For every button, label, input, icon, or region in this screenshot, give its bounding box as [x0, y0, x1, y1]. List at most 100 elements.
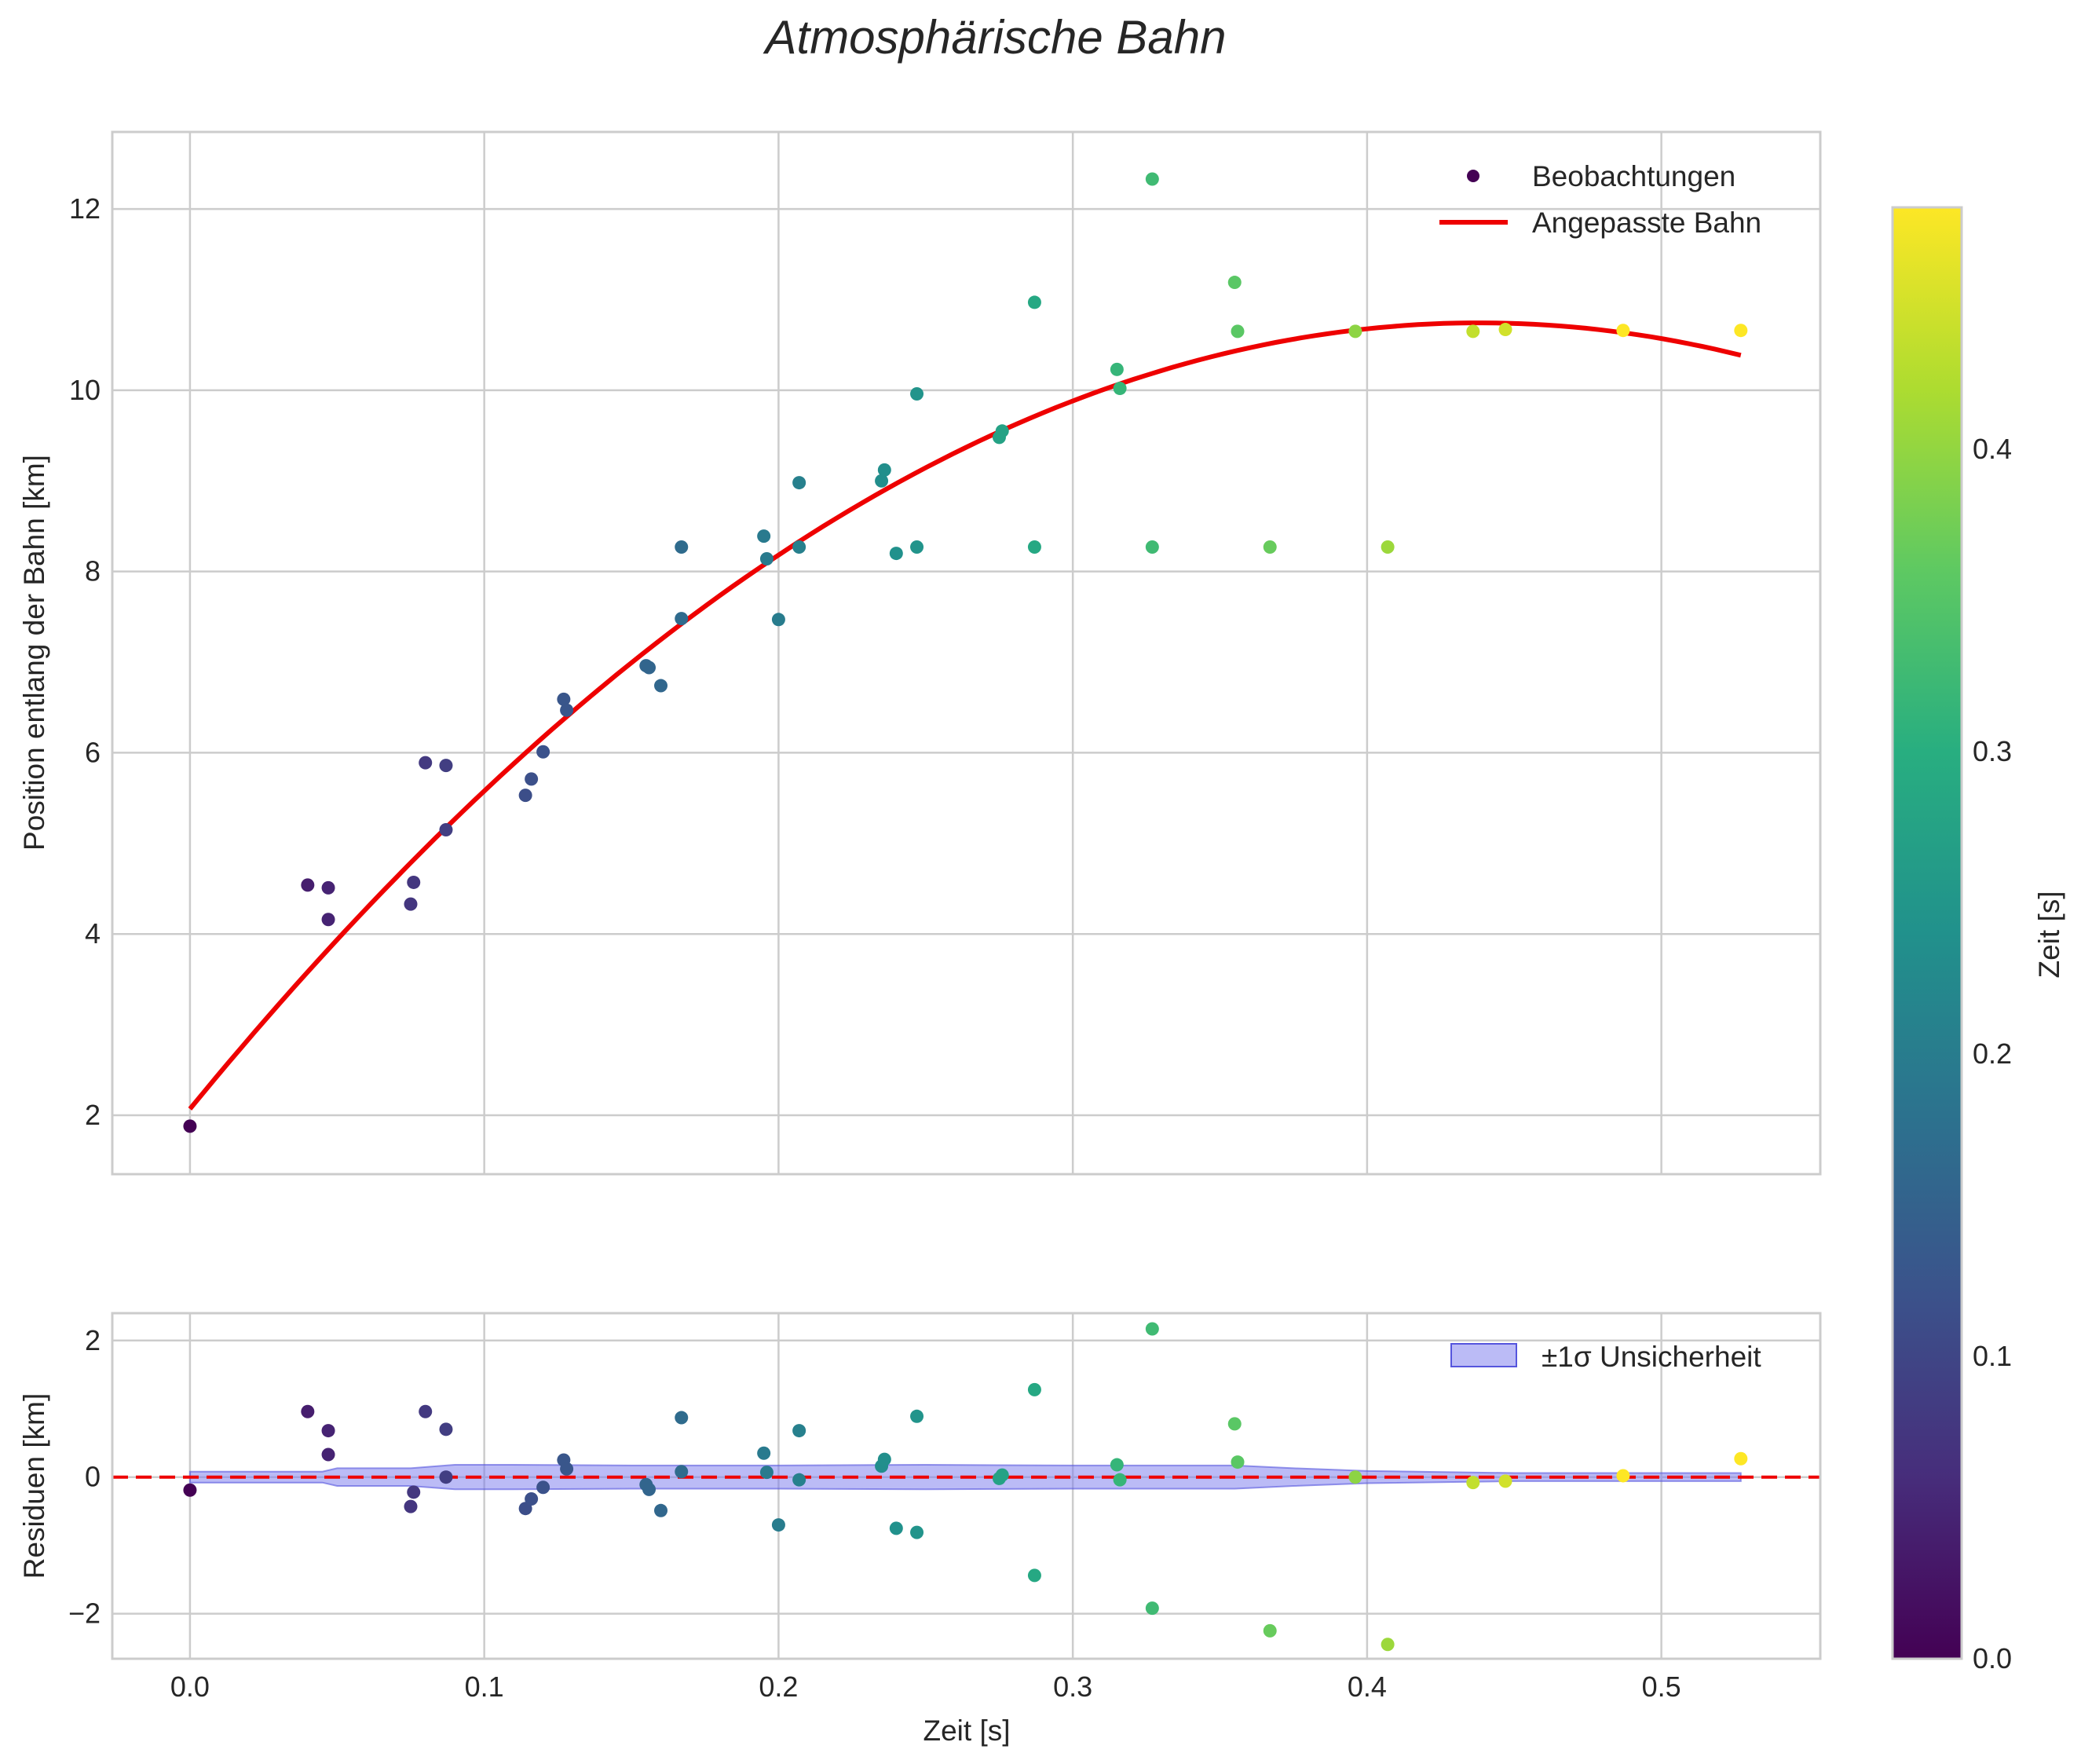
data-point: [404, 897, 418, 911]
residual-point: [1145, 1322, 1159, 1336]
data-point: [1027, 540, 1041, 554]
residual-point: [877, 1452, 891, 1466]
x-axis-label: Zeit [s]: [923, 1715, 1010, 1747]
residual-point: [1227, 1417, 1242, 1431]
data-point: [1348, 324, 1362, 339]
y-tick-label: 6: [85, 736, 101, 768]
x-tick-label: 0.4: [1348, 1671, 1387, 1703]
data-point: [910, 386, 924, 401]
y-tick-label: 2: [85, 1324, 101, 1356]
x-tick-label: 0.2: [759, 1671, 798, 1703]
residual-point: [771, 1518, 785, 1532]
colorbar-tick-label: 0.3: [1973, 735, 2012, 767]
residual-point: [675, 1465, 689, 1479]
data-point: [525, 772, 539, 786]
data-point: [183, 1119, 197, 1133]
residual-point: [889, 1521, 903, 1535]
residual-point: [910, 1409, 924, 1423]
data-point: [321, 880, 335, 895]
residual-point: [1466, 1476, 1480, 1490]
data-point: [792, 540, 806, 554]
data-point: [1227, 276, 1242, 290]
data-point: [301, 878, 315, 892]
residual-point: [1263, 1623, 1277, 1638]
main-plot-area: [112, 132, 1820, 1174]
colorbar-tick-label: 0.2: [1973, 1038, 2012, 1070]
y-tick-label: 12: [69, 192, 101, 225]
residual-point: [759, 1466, 774, 1480]
residual-point: [439, 1470, 453, 1484]
data-point: [1145, 540, 1159, 554]
colorbar-tick-label: 0.0: [1973, 1642, 2012, 1674]
colorbar-label: Zeit [s]: [2033, 891, 2065, 978]
residual-point: [419, 1404, 433, 1418]
data-point: [910, 540, 924, 554]
residual-point: [1381, 1638, 1395, 1652]
residual-point: [1231, 1455, 1245, 1469]
residual-point: [525, 1492, 539, 1506]
legend-label-uncertainty: ±1σ Unsicherheit: [1542, 1341, 1761, 1373]
data-point: [759, 551, 774, 565]
main-scatter-points: [183, 172, 1748, 1133]
residual-point: [1027, 1568, 1041, 1583]
colorbar-tick-label: 0.4: [1973, 433, 2012, 465]
data-point: [439, 823, 453, 837]
legend-marker-uncertainty: [1450, 1343, 1517, 1367]
main-y-tick-labels: 2 4 6 8 10 12: [69, 192, 101, 1131]
residuals-y-tick-labels: −2 0 2: [68, 1324, 101, 1630]
data-point: [771, 613, 785, 627]
residual-point: [1027, 1382, 1041, 1396]
residuals-y-axis-label: Residuen [km]: [18, 1393, 50, 1579]
residual-point: [301, 1404, 315, 1418]
residual-point: [995, 1468, 1009, 1482]
residual-point: [675, 1411, 689, 1425]
data-point: [407, 875, 421, 889]
residual-point: [910, 1525, 924, 1539]
data-point: [1110, 362, 1124, 376]
residual-point: [757, 1446, 771, 1460]
residual-scatter-points: [183, 1322, 1748, 1652]
data-point: [875, 474, 889, 488]
data-point: [1263, 540, 1277, 554]
data-point: [557, 692, 571, 706]
residual-point: [183, 1483, 197, 1497]
data-point: [757, 529, 771, 543]
data-point: [419, 756, 433, 770]
data-point: [675, 540, 689, 554]
data-point: [1466, 324, 1480, 339]
residual-point: [1110, 1458, 1124, 1472]
data-point: [1027, 295, 1041, 309]
y-tick-label: 4: [85, 917, 101, 950]
data-point: [1145, 172, 1159, 186]
residual-point: [1145, 1601, 1159, 1616]
data-point: [675, 612, 689, 626]
residual-point: [1498, 1474, 1512, 1488]
data-point: [1381, 540, 1395, 554]
data-point: [536, 745, 550, 759]
residual-point: [518, 1502, 532, 1516]
residual-point: [654, 1503, 668, 1517]
residual-point: [404, 1499, 418, 1513]
residual-point: [1734, 1451, 1748, 1466]
residuals-axes-frame: [111, 1312, 1822, 1660]
residual-point: [321, 1424, 335, 1438]
y-tick-label: 0: [85, 1461, 101, 1493]
data-point: [321, 913, 335, 927]
legend-marker-beobachtungen: [1467, 170, 1479, 182]
x-tick-label: 0.1: [465, 1671, 504, 1703]
data-point: [1113, 382, 1127, 396]
legend-label-fit: Angepasste Bahn: [1532, 207, 1761, 239]
data-point: [654, 679, 668, 693]
main-legend: Beobachtungen Angepasste Bahn: [1439, 160, 1761, 239]
residual-point: [439, 1422, 453, 1436]
colorbar-gradient: [1891, 206, 1963, 1660]
colorbar-tick-labels: 0.0 0.1 0.2 0.3 0.4: [1973, 433, 2012, 1674]
residual-point: [1113, 1473, 1127, 1487]
colorbar-tick-label: 0.1: [1973, 1340, 2012, 1372]
residuals-legend: ±1σ Unsicherheit: [1450, 1341, 1761, 1373]
residuals-axes: −2 0 2 0.0 0.1 0.2 0.3 0.4 0.5 Residuen [km] Ze…: [18, 1312, 1822, 1747]
data-point: [1616, 324, 1630, 338]
y-tick-label: 8: [85, 555, 101, 587]
